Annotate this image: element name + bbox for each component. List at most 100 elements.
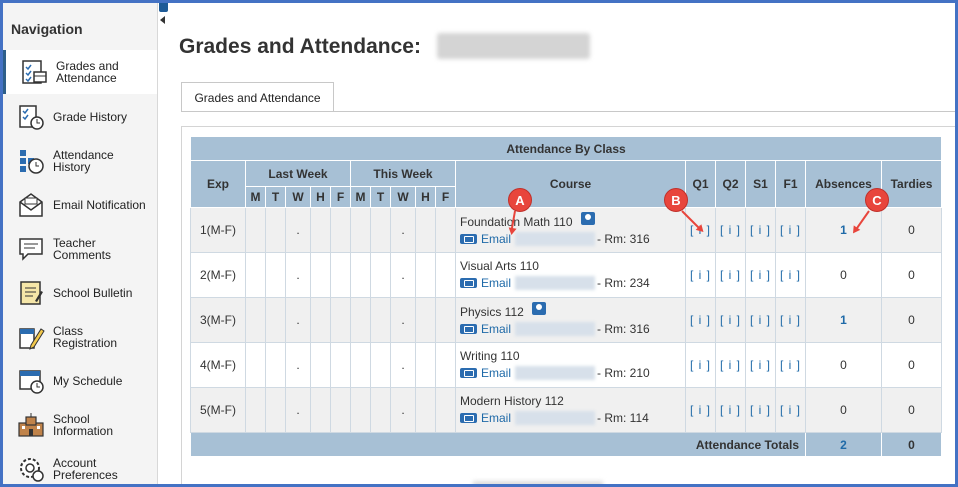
grade-info-link-q1[interactable]: [ i ] — [689, 313, 711, 327]
course-name: Modern History 112 — [460, 394, 564, 408]
sidebar-item-email-notification[interactable]: Email Notification — [3, 186, 157, 224]
main-content: Grades and Attendance: Grades and Attend… — [163, 3, 955, 484]
this-week-day-cell — [370, 252, 391, 298]
table-row: 5(M-F).. Modern History 112 Email - Rm: 114… — [190, 387, 942, 433]
email-icon[interactable] — [460, 324, 477, 334]
grade-info-link-s1[interactable]: [ i ] — [749, 313, 771, 327]
this-week-day-cell — [350, 252, 371, 298]
sidebar-item-label: Email Notification — [53, 198, 146, 212]
email-icon[interactable] — [460, 234, 477, 244]
email-link[interactable]: Email — [481, 232, 512, 246]
collapse-button[interactable] — [159, 3, 168, 12]
grade-info-link-q1[interactable]: [ i ] — [689, 268, 711, 282]
grade-info-link-q2[interactable]: [ i ] — [719, 268, 741, 282]
grade-info-link-s1[interactable]: [ i ] — [749, 358, 771, 372]
absences-value: 0 — [840, 358, 847, 372]
sidebar-item-attendance-history[interactable]: Attendance History — [3, 142, 157, 180]
sidebar-item-label: Class Registration — [53, 324, 118, 350]
sidebar-item-school-information[interactable]: School Information — [3, 406, 157, 444]
day-header: H — [415, 186, 436, 208]
annotation-marker-c: C — [865, 188, 889, 212]
absences-link[interactable]: 1 — [840, 223, 847, 237]
sidebar-item-class-registration[interactable]: Class Registration — [3, 318, 157, 356]
grade-info-link-f1[interactable]: [ i ] — [779, 358, 801, 372]
room-number: - Rm: 114 — [597, 411, 649, 425]
email-link[interactable]: Email — [481, 276, 512, 290]
grade-history-icon — [19, 105, 44, 130]
grade-info-link-q2[interactable]: [ i ] — [719, 313, 741, 327]
grade-info-link-f1[interactable]: [ i ] — [779, 403, 801, 417]
header-q2: Q2 — [715, 160, 746, 208]
grade-info-link-q2[interactable]: [ i ] — [719, 358, 741, 372]
last-week-day-cell — [330, 207, 351, 253]
attendance-panel: Attendance By Class Exp Last Week This W… — [181, 126, 955, 484]
email-link[interactable]: Email — [481, 366, 512, 380]
grade-info-link-q1[interactable]: [ i ] — [689, 358, 711, 372]
last-week-day-cell: . — [285, 207, 311, 253]
room-number: - Rm: 210 — [597, 366, 650, 380]
contact-card-icon[interactable] — [580, 212, 595, 225]
sidebar-item-school-bulletin[interactable]: School Bulletin — [3, 274, 157, 312]
teacher-name-redacted — [515, 411, 596, 425]
email-icon[interactable] — [460, 368, 477, 378]
totals-absences[interactable]: 2 — [805, 432, 882, 457]
exp-cell: 4(M-F) — [190, 342, 246, 388]
day-header: M — [245, 186, 266, 208]
email-link[interactable]: Email — [481, 322, 512, 336]
this-week-day-cell — [415, 207, 436, 253]
contact-card-icon[interactable] — [531, 302, 546, 315]
grade-info-link-s1[interactable]: [ i ] — [749, 403, 771, 417]
grade-info-cell: [ i ] — [715, 207, 746, 253]
day-header: W — [390, 186, 416, 208]
grade-info-link-f1[interactable]: [ i ] — [779, 223, 801, 237]
school-information-icon — [18, 413, 44, 437]
grade-info-cell: [ i ] — [685, 387, 716, 433]
school-bulletin-icon — [20, 281, 43, 305]
tab-grades-and-attendance[interactable]: Grades and Attendance — [181, 82, 334, 112]
last-week-day-cell: . — [285, 342, 311, 388]
exp-cell: 5(M-F) — [190, 387, 246, 433]
email-notification-icon — [19, 193, 43, 217]
sidebar-item-my-schedule[interactable]: My Schedule — [3, 362, 157, 400]
grade-info-cell: [ i ] — [715, 387, 746, 433]
student-name-redacted — [437, 33, 590, 59]
sidebar-item-grades-and-attendance[interactable]: Grades and Attendance — [3, 50, 157, 94]
header-s1: S1 — [745, 160, 776, 208]
grade-info-link-q2[interactable]: [ i ] — [719, 223, 741, 237]
sidebar-item-label: Attendance History — [53, 148, 114, 174]
exp-cell: 3(M-F) — [190, 297, 246, 343]
email-icon[interactable] — [460, 278, 477, 288]
header-q1: Q1 — [685, 160, 716, 208]
attendance-table: Attendance By Class Exp Last Week This W… — [190, 136, 942, 457]
last-week-day-cell — [330, 252, 351, 298]
last-week-day-cell — [310, 207, 331, 253]
tardies-cell: 0 — [881, 342, 942, 388]
absences-value: 0 — [840, 403, 847, 417]
header-exp: Exp — [190, 160, 246, 208]
grade-info-link-s1[interactable]: [ i ] — [749, 268, 771, 282]
grade-info-link-q1[interactable]: [ i ] — [689, 403, 711, 417]
email-link[interactable]: Email — [481, 411, 512, 425]
annotation-marker-b: B — [664, 188, 688, 212]
absences-link[interactable]: 1 — [840, 313, 847, 327]
grade-info-link-f1[interactable]: [ i ] — [779, 268, 801, 282]
sidebar-item-teacher-comments[interactable]: Teacher Comments — [3, 230, 157, 268]
email-icon[interactable] — [460, 413, 477, 423]
grade-info-link-q2[interactable]: [ i ] — [719, 403, 741, 417]
grade-info-cell: [ i ] — [685, 297, 716, 343]
grade-info-link-q1[interactable]: [ i ] — [689, 223, 711, 237]
sidebar-item-account-preferences[interactable]: Account Preferences — [3, 450, 157, 484]
last-week-day-cell — [310, 297, 331, 343]
grade-info-link-s1[interactable]: [ i ] — [749, 223, 771, 237]
collapse-arrow-icon[interactable] — [160, 16, 165, 24]
sidebar-item-label: Grades and Attendance — [56, 59, 119, 85]
this-week-day-cell — [350, 387, 371, 433]
sidebar-item-label: School Bulletin — [53, 286, 133, 300]
teacher-comments-icon — [19, 238, 43, 261]
sidebar-item-grade-history[interactable]: Grade History — [3, 100, 157, 134]
last-week-day-cell — [265, 342, 286, 388]
absences-cell: 1 — [805, 297, 882, 343]
sidebar-item-label: Grade History — [53, 110, 128, 124]
last-week-day-cell — [310, 252, 331, 298]
grade-info-link-f1[interactable]: [ i ] — [779, 313, 801, 327]
